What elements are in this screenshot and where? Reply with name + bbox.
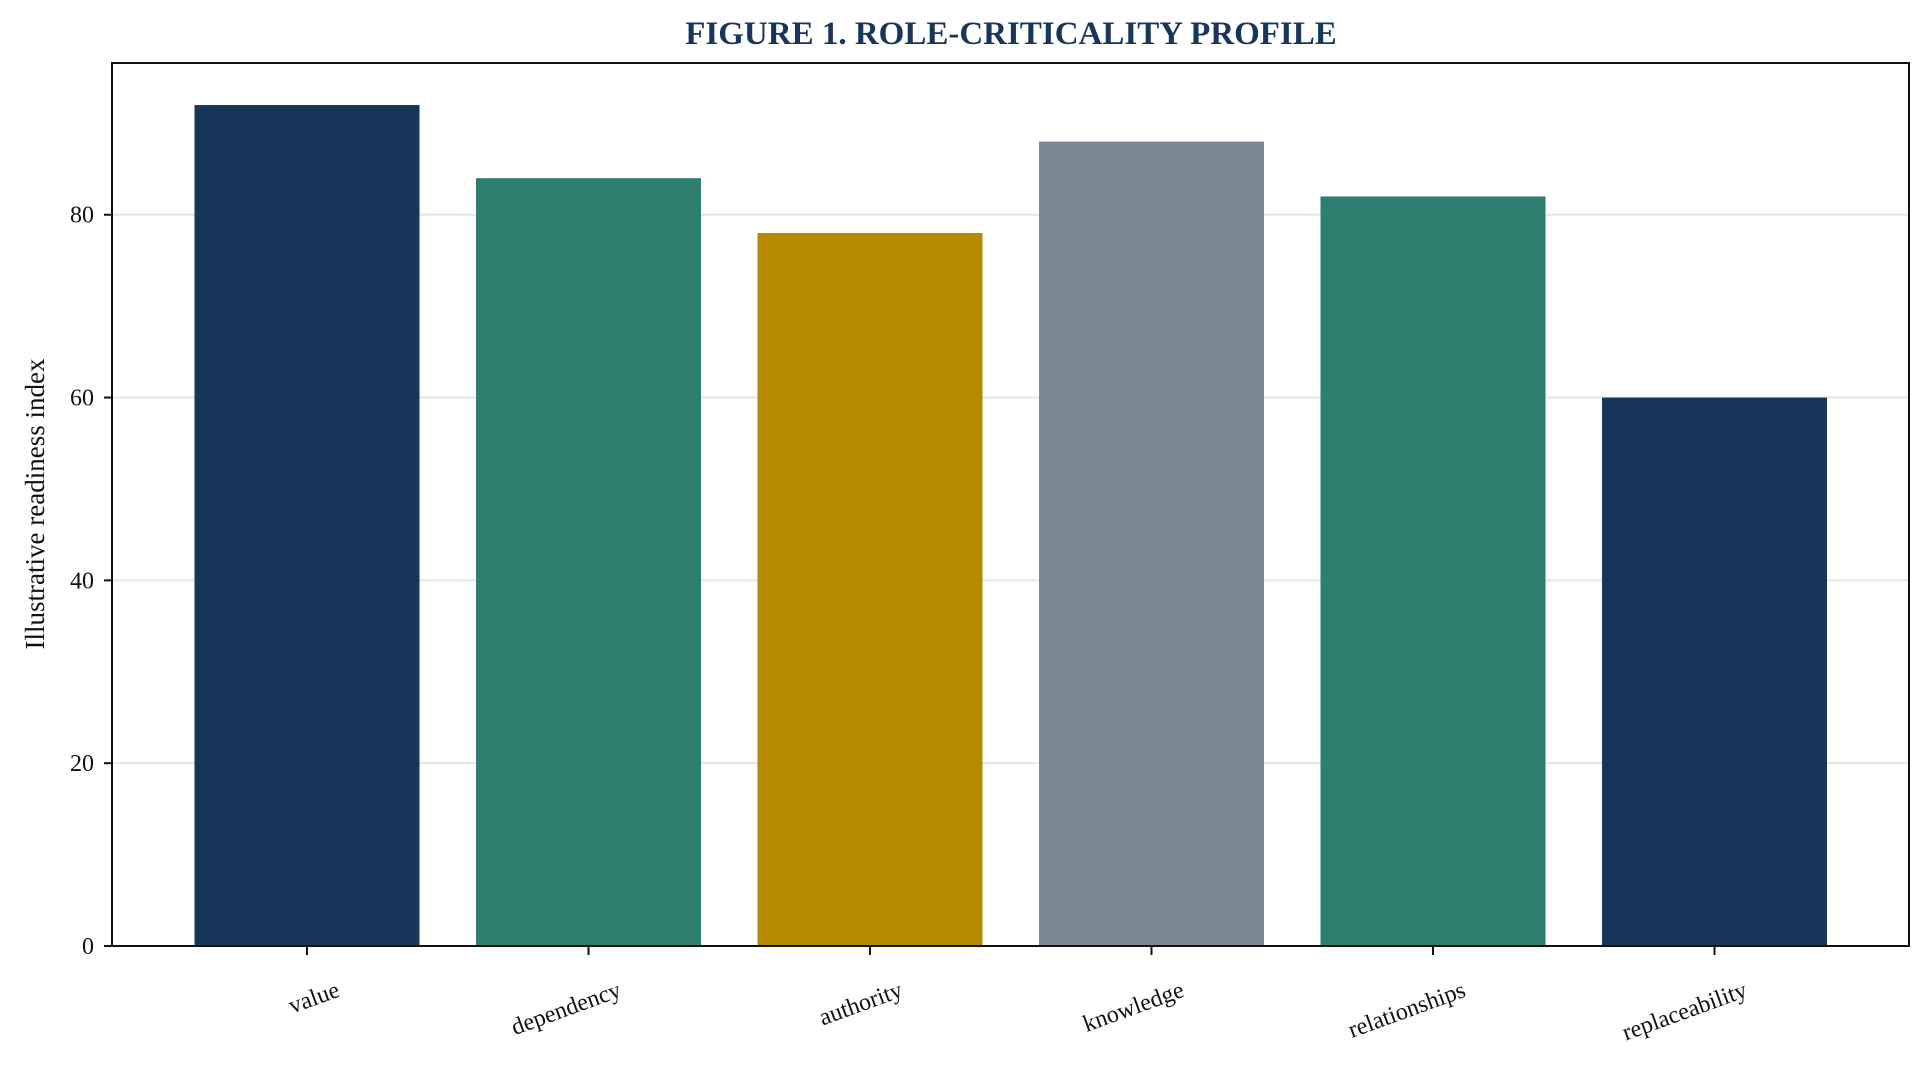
bars — [194, 105, 1827, 947]
x-tick-label-dependency: dependency — [508, 977, 625, 1041]
y-axis: 0 20 40 60 80 — [70, 203, 112, 960]
bar-replaceability — [1602, 397, 1827, 946]
y-tick-label-60: 60 — [70, 386, 94, 412]
x-tick-label-relationships: relationships — [1345, 977, 1469, 1043]
y-tick-label-20: 20 — [70, 751, 94, 777]
x-axis: value dependency authority knowledge relatio… — [285, 946, 1751, 1046]
plot-frame — [111, 62, 1910, 947]
bar-dependency — [476, 178, 701, 946]
bar-knowledge — [1039, 141, 1264, 946]
y-tick-label-0: 0 — [82, 934, 94, 960]
x-tick-label-knowledge: knowledge — [1080, 977, 1188, 1037]
y-axis-label: Illustrative readiness index — [20, 358, 50, 649]
chart-title: FIGURE 1. ROLE-CRITICALITY PROFILE — [685, 16, 1337, 52]
bar-relationships — [1320, 196, 1546, 946]
y-tick-label-40: 40 — [70, 568, 94, 594]
bar-value — [194, 105, 420, 947]
x-tick-label-value: value — [285, 977, 343, 1019]
x-tick-label-authority: authority — [816, 977, 906, 1031]
y-tick-label-80: 80 — [70, 203, 94, 229]
bar-authority — [757, 233, 983, 947]
x-tick-label-replaceability: replaceability — [1619, 977, 1751, 1046]
